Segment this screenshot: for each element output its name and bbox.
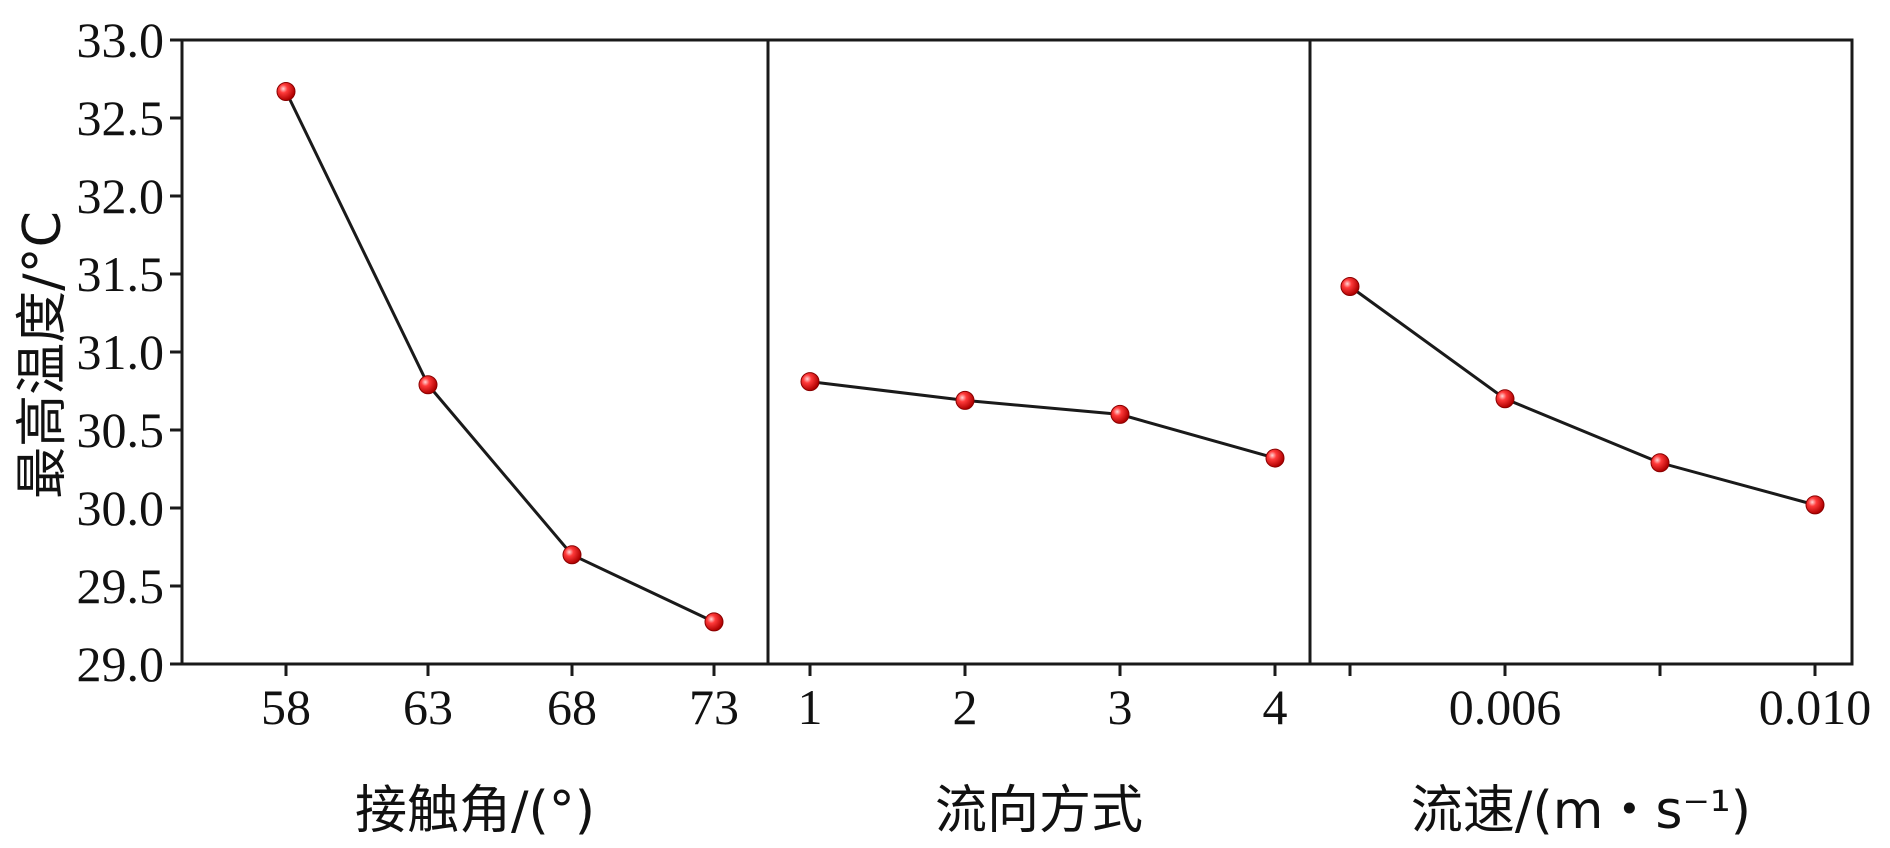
series-line xyxy=(1349,285,1816,507)
plot-frame xyxy=(180,38,1854,666)
x-tick-label: 0.010 xyxy=(1759,679,1872,735)
panel-1: 58 63 68 73 接触角/(°) xyxy=(261,81,739,841)
x-tick-label: 58 xyxy=(261,679,311,735)
x-tick-label: 2 xyxy=(953,679,978,735)
series-line xyxy=(809,380,1276,460)
y-tick-label: 29.0 xyxy=(77,636,165,692)
data-point xyxy=(800,372,820,392)
y-tick-label: 29.5 xyxy=(77,558,165,614)
y-axis: 29.0 29.5 30.0 30.5 31.0 31.5 32.0 32.5 33.0 xyxy=(77,12,182,692)
data-point xyxy=(1110,404,1130,424)
data-point xyxy=(1265,448,1285,468)
y-tick-label: 32.0 xyxy=(77,168,165,224)
data-point xyxy=(955,390,975,410)
data-point xyxy=(1650,453,1670,473)
data-point xyxy=(704,612,724,632)
x-tick-label: 0.006 xyxy=(1449,679,1562,735)
y-tick-label: 31.5 xyxy=(77,246,165,302)
y-tick-label: 31.0 xyxy=(77,324,165,380)
plot-border xyxy=(180,38,1854,666)
x-tick-label: 3 xyxy=(1108,679,1133,735)
y-axis-label: 最高温度/°C xyxy=(13,211,73,499)
series-line xyxy=(284,90,715,624)
x-tick-label: 73 xyxy=(689,679,739,735)
y-tick-label: 30.0 xyxy=(77,480,165,536)
data-point xyxy=(418,375,438,395)
data-point xyxy=(276,81,296,101)
y-tick-label: 33.0 xyxy=(77,12,165,68)
y-tick-label: 32.5 xyxy=(77,90,165,146)
data-point xyxy=(1805,495,1825,515)
x-tick-label: 63 xyxy=(403,679,453,735)
y-tick-label: 30.5 xyxy=(77,402,165,458)
panels: 58 63 68 73 接触角/(°) 1 2 3 4 流向方式 0.006 0.010流速/(m・s… xyxy=(261,81,1872,841)
x-tick-label: 1 xyxy=(798,679,823,735)
data-point xyxy=(1340,276,1360,296)
x-tick-label: 68 xyxy=(547,679,597,735)
panel-2: 1 2 3 4 流向方式 xyxy=(798,372,1288,841)
data-point xyxy=(562,545,582,565)
x-axis-label: 流速/(m・s⁻¹) xyxy=(1411,781,1751,841)
x-axis-label: 流向方式 xyxy=(935,781,1143,841)
x-tick-label: 4 xyxy=(1263,679,1288,735)
data-point xyxy=(1495,389,1515,409)
x-axis-label: 接触角/(°) xyxy=(355,781,595,841)
